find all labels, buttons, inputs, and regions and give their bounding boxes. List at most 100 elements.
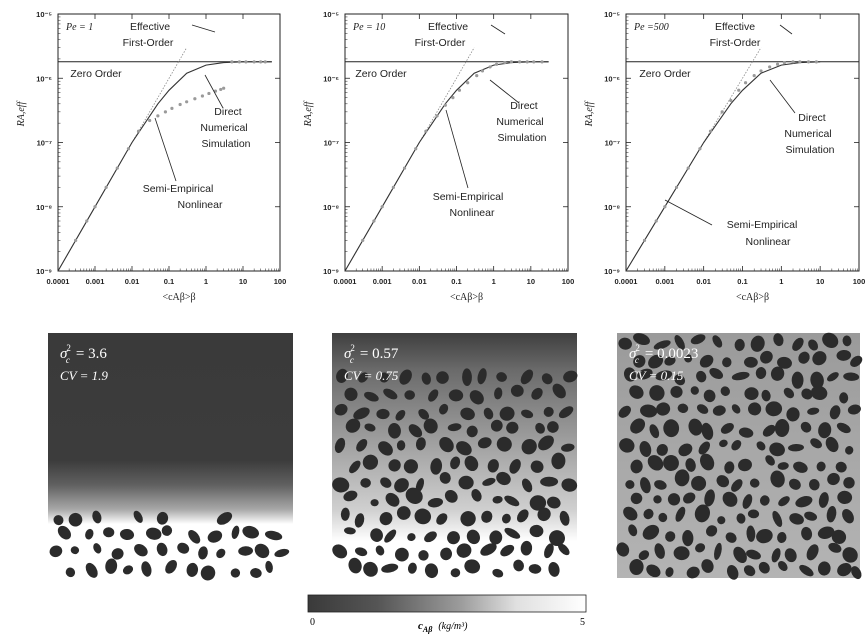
grain <box>616 542 630 557</box>
grain <box>749 478 760 488</box>
grain <box>428 389 439 402</box>
grain <box>530 460 544 473</box>
grain <box>700 453 715 471</box>
grain <box>380 477 392 488</box>
dns-point <box>782 61 787 65</box>
grain <box>415 477 425 493</box>
grain <box>343 490 358 502</box>
sigma-sub: c <box>350 355 354 365</box>
dns-point <box>737 88 741 92</box>
grain <box>656 443 668 456</box>
grain <box>837 562 852 577</box>
grain <box>640 404 658 418</box>
label-semi-empirical: Semi-Empirical <box>433 191 504 203</box>
grain <box>462 368 472 386</box>
label-effective: Effective <box>428 21 468 33</box>
sigma-value: = 3.6 <box>76 346 107 362</box>
grain <box>706 525 718 537</box>
pointer-direct <box>204 74 224 109</box>
grain <box>489 530 503 545</box>
grain <box>563 370 578 383</box>
grain <box>731 371 750 381</box>
grain <box>682 530 694 547</box>
grain <box>817 526 835 539</box>
grain <box>696 404 709 414</box>
sigma-value: = 0.0023 <box>645 346 698 362</box>
dns-point <box>480 69 485 73</box>
grain <box>332 544 348 559</box>
grain <box>742 494 753 509</box>
grain <box>798 351 810 364</box>
grain <box>812 351 827 366</box>
grain <box>629 385 644 399</box>
grain <box>531 387 543 400</box>
dns-point <box>104 185 108 190</box>
grain <box>734 338 745 352</box>
grain <box>469 390 484 405</box>
grain <box>379 372 390 383</box>
dns-point <box>451 95 455 100</box>
grain <box>394 478 409 493</box>
grain <box>85 562 98 578</box>
dns-point <box>791 60 795 64</box>
semi-empirical-line <box>625 61 821 272</box>
grain <box>842 547 858 563</box>
grain <box>448 389 464 402</box>
grain <box>801 526 813 541</box>
y-tick-label: 10⁻⁶ <box>36 74 52 83</box>
grain <box>673 546 690 561</box>
grain <box>379 511 393 526</box>
grain <box>521 439 537 455</box>
grain <box>842 509 854 524</box>
y-tick-label: 10⁻⁶ <box>323 74 339 83</box>
colorbar-label: cAβ (kg/m³) <box>418 620 468 634</box>
grain <box>370 528 383 542</box>
grain <box>490 419 503 432</box>
dns-point <box>93 205 97 209</box>
grain <box>436 513 448 525</box>
grain <box>839 392 849 404</box>
pointer-direct <box>489 79 520 104</box>
dns-point <box>156 114 160 118</box>
grain <box>831 529 847 545</box>
sigma-sup: 2 <box>350 343 355 353</box>
dns-point <box>752 73 756 78</box>
colorbar: 0 5 cAβ (kg/m³) <box>307 594 587 634</box>
grain <box>186 562 199 577</box>
dns-point <box>185 100 189 104</box>
grain <box>633 333 650 346</box>
grain <box>537 507 551 522</box>
grain <box>630 492 643 505</box>
grain <box>506 421 519 434</box>
grain <box>777 356 792 369</box>
grain <box>141 561 152 577</box>
grain <box>649 385 665 401</box>
grain <box>520 540 533 556</box>
grain <box>363 561 378 577</box>
grain <box>340 507 350 521</box>
grain <box>738 427 754 438</box>
grain <box>674 374 686 386</box>
grain <box>414 508 432 525</box>
dns-point <box>642 238 647 242</box>
grain <box>731 479 743 492</box>
grain <box>646 564 661 578</box>
grain <box>558 406 574 419</box>
grain <box>722 491 738 507</box>
grain <box>837 490 853 505</box>
x-axis-label: <cAβ>β <box>162 292 195 303</box>
grain <box>822 332 839 349</box>
grain <box>535 422 545 434</box>
grain <box>746 525 756 542</box>
x-tick-label: 0.0001 <box>47 277 70 286</box>
concentration-field-pe10: σ2 c = 0.57 CV = 0.75 <box>332 333 578 579</box>
dns-point <box>244 60 248 64</box>
dns-point <box>136 129 141 133</box>
grain <box>65 567 76 578</box>
grain <box>399 369 412 385</box>
grain <box>122 565 134 575</box>
grain <box>788 443 804 452</box>
grain <box>216 512 233 525</box>
label-direct: Direct <box>798 112 826 124</box>
